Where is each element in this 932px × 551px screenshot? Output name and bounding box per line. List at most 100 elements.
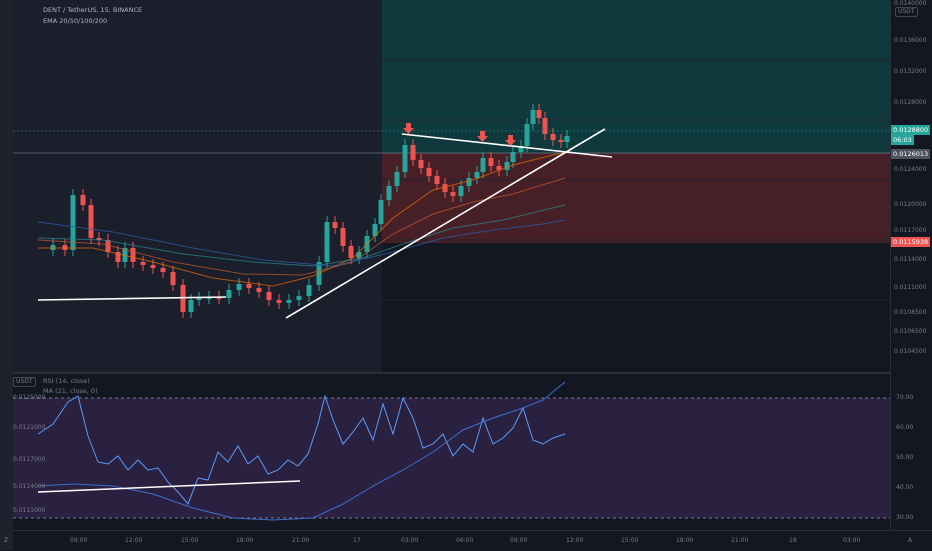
main-chart-pane[interactable]: DENT / TetherUS, 15, BINANCE EMA 20/50/1… [13, 0, 890, 373]
candle-body [356, 252, 362, 258]
time-tick: 21:00 [292, 537, 310, 544]
down-arrow-icon [477, 131, 488, 142]
rsi-left-tick: 0.0125000 [13, 394, 46, 401]
candle-body [70, 195, 76, 250]
candle-body [324, 222, 330, 262]
resistance-trendline[interactable] [401, 133, 613, 158]
rsi-left-tick: 0.0114000 [13, 483, 46, 490]
rising-trendline[interactable] [285, 128, 606, 319]
last-price-tag: 0.0128800 [891, 125, 931, 135]
currency-badge[interactable]: USDT [895, 7, 918, 17]
candle-body [276, 300, 282, 303]
rsi-legend[interactable]: RSI (14, close) [43, 377, 90, 385]
candle-body [130, 248, 136, 262]
candle-body [564, 136, 570, 142]
candle-body [466, 178, 472, 186]
candle-body [542, 118, 548, 134]
time-axis[interactable]: Z 09:00 12:00 15:00 18:00 21:00 17 03:00… [4, 530, 932, 551]
candle-body [394, 172, 400, 186]
candle-body [340, 228, 346, 246]
corner-a-button[interactable]: A [908, 537, 913, 544]
candle-body [536, 110, 542, 118]
price-tick: 0.0108500 [894, 309, 927, 316]
price-tick: 0.0120000 [894, 201, 927, 208]
candle-body [216, 297, 222, 299]
candles [50, 104, 570, 318]
candle-body [196, 298, 202, 300]
candle-body [105, 240, 111, 252]
support-trendline[interactable] [37, 296, 227, 301]
target-zone[interactable] [382, 0, 890, 153]
candle-body [558, 140, 564, 142]
shaded-history-region [13, 0, 382, 373]
time-tick: 06:00 [456, 537, 474, 544]
stop-zone[interactable] [382, 153, 890, 243]
time-tick: 15:00 [181, 537, 199, 544]
price-tick: 0.0111000 [894, 284, 927, 291]
candle-body [80, 195, 86, 205]
left-sidebar [0, 0, 14, 550]
rsi-pane[interactable]: USDT RSI (14, close) MA (21, close, 0) 0… [13, 374, 890, 530]
candle-body [518, 146, 524, 152]
candle-body [442, 184, 448, 192]
rsi-right-tick: 30.00 [896, 514, 914, 521]
time-tick: 18:00 [676, 537, 694, 544]
rsi-currency-badge[interactable]: USDT [13, 377, 36, 387]
candle-body [236, 284, 242, 290]
rsi-ma-line [37, 381, 566, 521]
candle-body [170, 272, 176, 285]
candle-body [226, 290, 232, 298]
candle-body [140, 262, 146, 265]
stop-price-tag: 0.0115938 [891, 237, 931, 247]
rsi-right-tick: 60.00 [896, 424, 914, 431]
ema-100-line [37, 204, 566, 267]
rsi-trendline[interactable] [37, 480, 301, 493]
price-tick: 0.0132000 [894, 68, 927, 75]
rsi-left-tick: 0.0111000 [13, 507, 46, 514]
candle-body [386, 186, 392, 200]
ema-legend[interactable]: EMA 20/50/100/200 [43, 17, 108, 25]
countdown-tag: 06:03 [891, 135, 914, 145]
candle-body [474, 172, 480, 178]
time-tick: 18 [789, 537, 797, 544]
candle-body [450, 192, 456, 196]
candle-body [160, 268, 166, 272]
rsi-ma-legend[interactable]: MA (21, close, 0) [43, 387, 98, 395]
candle-body [550, 134, 556, 140]
candle-body [115, 252, 121, 262]
price-tick: 0.0114000 [894, 256, 927, 263]
time-tick: 12:00 [566, 537, 584, 544]
time-tick: 12:00 [125, 537, 143, 544]
pane-separator[interactable] [13, 372, 932, 374]
candle-body [332, 222, 338, 228]
time-tick: 17 [353, 537, 361, 544]
candle-body [418, 160, 424, 168]
time-tick: 15:00 [621, 537, 639, 544]
rsi-right-tick: 40.00 [896, 484, 914, 491]
rsi-right-tick: 70.00 [896, 394, 914, 401]
candle-body [88, 205, 94, 238]
candle-body [348, 246, 354, 258]
time-tick: 03:00 [843, 537, 861, 544]
candle-body [266, 292, 272, 300]
price-axis[interactable]: USDT 0.0140000 0.0136000 0.0132000 0.012… [890, 0, 932, 530]
time-tick: 03:00 [401, 537, 419, 544]
symbol-legend[interactable]: DENT / TetherUS, 15, BINANCE [43, 6, 143, 14]
time-tick: 09:00 [70, 537, 88, 544]
price-chart[interactable] [13, 0, 890, 373]
candle-body [180, 285, 186, 312]
rsi-left-tick: 0.0117000 [13, 456, 46, 463]
candle-body [434, 176, 440, 184]
candle-body [524, 124, 530, 146]
candle-body [510, 152, 516, 162]
price-tick: 0.0117000 [894, 227, 927, 234]
candle-body [496, 166, 502, 170]
candle-body [246, 284, 252, 288]
candle-body [410, 145, 416, 160]
rsi-band [13, 398, 890, 518]
rsi-chart[interactable] [13, 374, 890, 530]
corner-z-button[interactable]: Z [4, 537, 9, 544]
rsi-left-tick: 0.0121000 [13, 424, 46, 431]
candle-body [402, 145, 408, 172]
price-tick: 0.0104500 [894, 348, 927, 355]
